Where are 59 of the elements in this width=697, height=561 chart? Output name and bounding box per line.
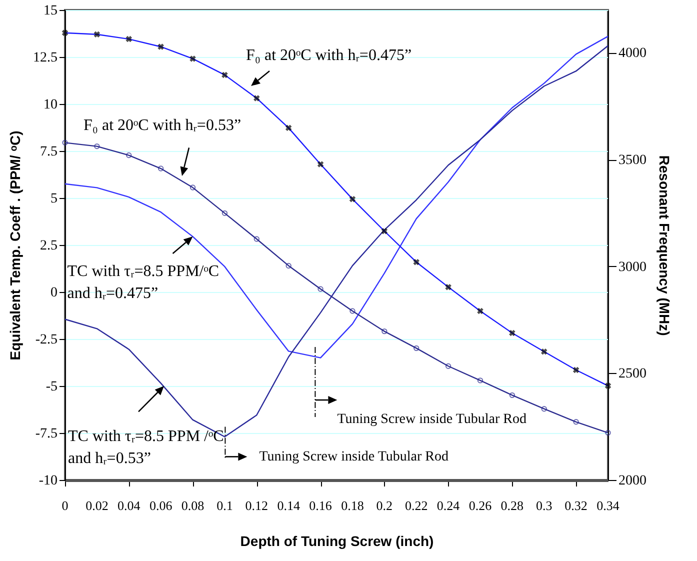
- point: [190, 184, 196, 190]
- x-tick-label: 0.3: [536, 498, 552, 513]
- annotation: Tuning Screw inside Tubular Rod: [337, 412, 526, 427]
- x-tick-label: 0.24: [436, 498, 460, 513]
- y-axis-title: Equivalent Temp. Coeff . (PPM/ ᵒC): [7, 130, 23, 360]
- x-tick-label: 0.04: [118, 498, 141, 513]
- point: [126, 152, 132, 158]
- x-tick-label: 0.22: [404, 498, 428, 513]
- point: [445, 363, 452, 369]
- x-tick-label: 0.34: [596, 498, 620, 513]
- annotation: TC with τᵣ=8.5 PPM/ᵒC and hᵣ=0.475”: [67, 262, 220, 302]
- point: [477, 378, 484, 384]
- point: [286, 262, 292, 269]
- y-tick-label: 5: [50, 192, 58, 206]
- x-tick-label: 0: [62, 498, 68, 513]
- y-tick-label: 2.5: [40, 238, 58, 254]
- x-tick-label: 0.12: [245, 498, 268, 513]
- point: [541, 406, 547, 412]
- y-tick-label: -2.5: [35, 332, 58, 348]
- y2-tick-label: 4000: [618, 46, 646, 62]
- point: [222, 210, 228, 216]
- annotation: Tuning Screw inside Tubular Rod: [259, 450, 448, 465]
- x-tick-label: 0.32: [564, 498, 588, 513]
- point: [509, 392, 516, 398]
- y2-tick-label: 2000: [618, 474, 646, 488]
- y2-tick-label: 3500: [618, 153, 646, 168]
- y-tick-label: 10: [44, 98, 58, 112]
- x-tick-label: 0.02: [86, 498, 108, 513]
- x-tick-label: 0.18: [341, 498, 364, 513]
- point: [382, 328, 388, 334]
- x-axis-title: Depth of Tuning Screw (inch): [240, 533, 434, 549]
- y2-axis-title: Resonant Frequency (MHz): [656, 155, 672, 336]
- y-tick-label: -5: [46, 380, 58, 394]
- y-tick-label: 15: [44, 4, 58, 18]
- annotation: TC with τᵣ=8.5 PPM /ᵒC and hᵣ=0.53”: [68, 428, 224, 467]
- y-tick-label: 0: [50, 286, 58, 300]
- x-tick-label: 0.2: [376, 498, 393, 513]
- point: [158, 166, 164, 172]
- y-tick-label: -7.5: [35, 426, 58, 442]
- point: [350, 308, 356, 314]
- y2-tick-label: 3000: [618, 260, 646, 275]
- y2-tick-label: 2500: [618, 366, 646, 382]
- x-tick-label: 0.28: [500, 498, 524, 513]
- annotation: F₀ at 20ᵒC with hᵣ=0.475”: [246, 47, 412, 64]
- annotation: F₀ at 20ᵒC with hᵣ=0.53”: [84, 117, 242, 134]
- point: [414, 345, 420, 352]
- point: [573, 419, 579, 425]
- y-tick-label: 12.5: [33, 50, 58, 66]
- x-tick-label: 0.14: [277, 498, 300, 513]
- x-tick-label: 0.16: [309, 498, 332, 513]
- x-tick-label: 0.06: [149, 498, 173, 513]
- y-tick-label: -10: [38, 474, 58, 488]
- x-tick-label: 0.08: [181, 498, 204, 513]
- x-tick-label: 0.26: [468, 498, 492, 513]
- point: [94, 143, 100, 150]
- point: [254, 236, 260, 242]
- x-tick-label: 0.1: [216, 498, 233, 513]
- point: [318, 286, 324, 292]
- y-tick-label: 7.5: [40, 144, 58, 160]
